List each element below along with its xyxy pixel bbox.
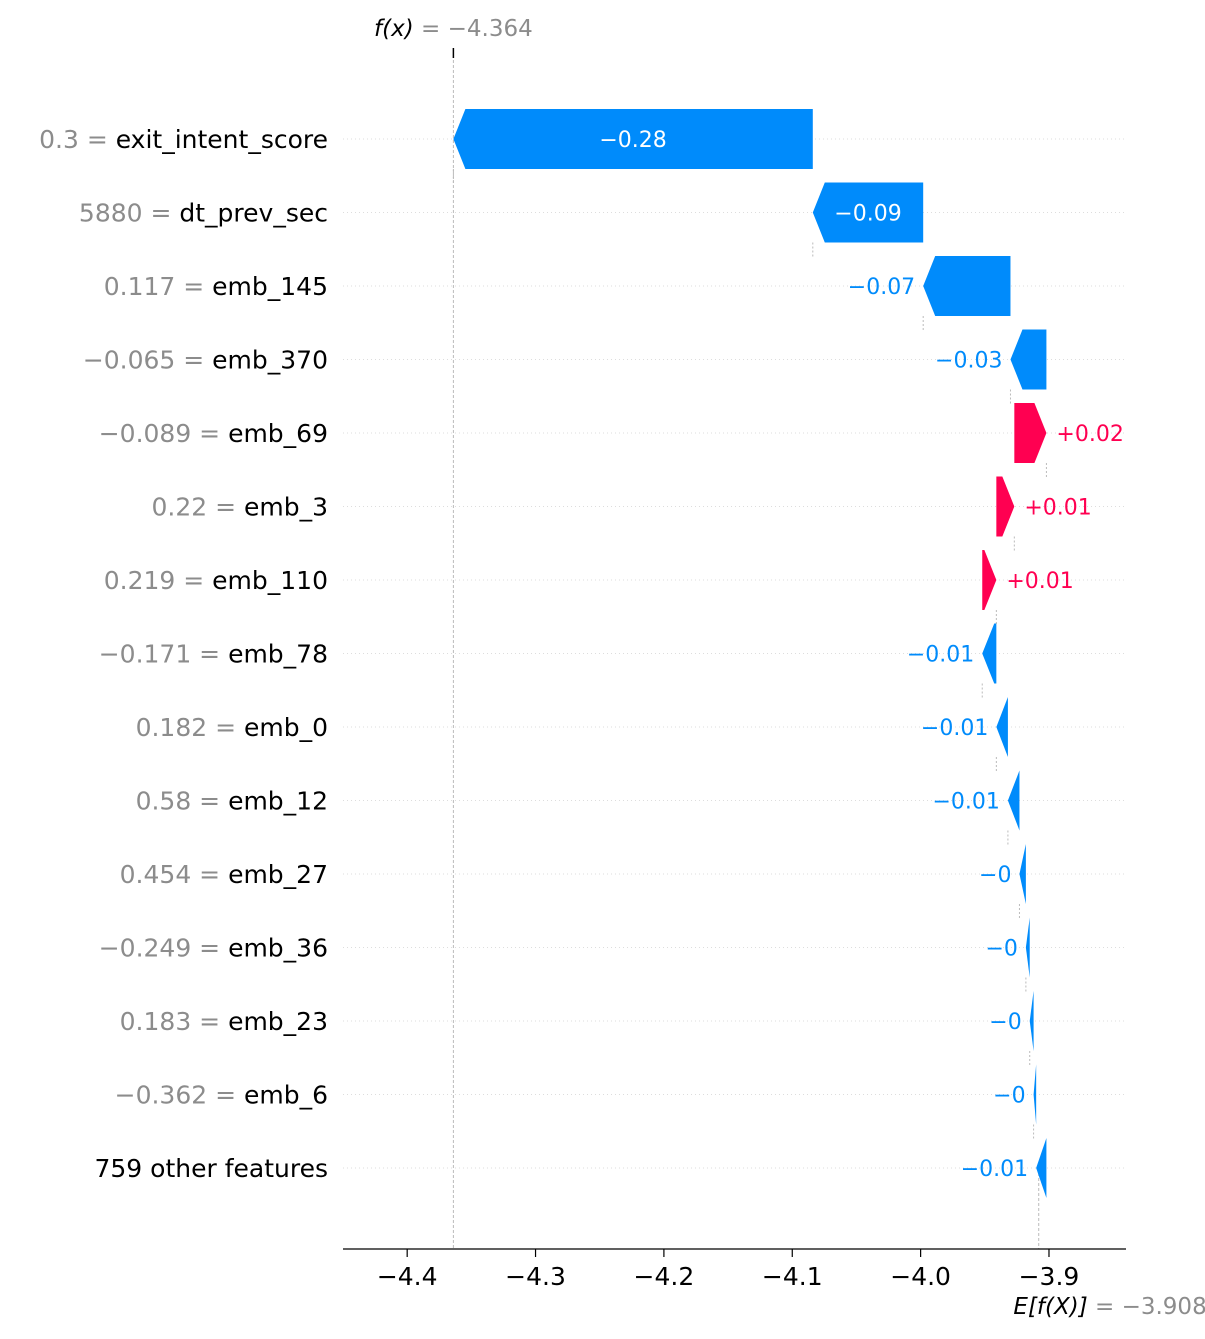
feature-label: −0.089 = emb_69 (99, 419, 328, 448)
x-tick-label: −4.4 (377, 1262, 438, 1291)
feature-label: 0.58 = emb_12 (136, 787, 328, 816)
header-layer: f(x) = −4.364 E[f(X)] = −3.908 (374, 16, 1205, 1320)
feature-value: 0.454 = (120, 860, 228, 889)
x-tick-label: −4.3 (505, 1262, 566, 1291)
x-tick-label: −4.1 (762, 1262, 823, 1291)
feature-label: 0.182 = emb_0 (136, 713, 328, 742)
x-axis: −4.4 −4.3 −4.2 −4.1 −4.0 −3.9 (343, 1248, 1126, 1291)
feature-label: −0.249 = emb_36 (99, 934, 328, 963)
waterfall-bar (1029, 991, 1034, 1051)
base-value-label: E[f(X)] = −3.908 (1013, 1294, 1205, 1320)
feature-name: emb_78 (228, 640, 328, 669)
waterfall-bar (1019, 844, 1026, 904)
feature-label: 0.117 = emb_145 (104, 272, 328, 301)
x-tick-label: −4.2 (634, 1262, 695, 1291)
feature-value: 0.182 = (136, 713, 244, 742)
feature-label: 0.454 = emb_27 (120, 860, 328, 889)
feature-label: 0.183 = emb_23 (120, 1007, 328, 1036)
waterfall-bar (1025, 917, 1030, 978)
base-value: = −3.908 (1088, 1294, 1205, 1320)
feature-value: 0.58 = (136, 787, 229, 816)
feature-label: 0.219 = emb_110 (104, 566, 328, 595)
x-tick-label: −4.0 (890, 1262, 951, 1291)
bar-value-label: −0 (989, 1010, 1021, 1035)
waterfall-bar (1033, 1064, 1037, 1125)
feature-label: 0.3 = exit_intent_score (39, 125, 328, 154)
feature-value: 0.117 = (104, 272, 212, 301)
feature-value: −0.171 = (99, 640, 228, 669)
waterfall-bar (453, 109, 813, 169)
feature-value: −0.362 = (115, 1081, 244, 1110)
fx-label: f(x) = −4.364 (374, 16, 533, 42)
bar-value-label: −0 (979, 863, 1011, 888)
feature-value: 5880 = (79, 199, 179, 228)
feature-name: emb_6 (244, 1081, 328, 1110)
feature-value: 0.22 = (151, 493, 244, 522)
feature-value: 0.183 = (120, 1007, 228, 1036)
bar-value-label: −0.01 (932, 790, 999, 815)
feature-name: emb_23 (228, 1007, 328, 1036)
feature-value: 0.219 = (104, 566, 212, 595)
feature-name: emb_12 (228, 787, 328, 816)
feature-name: emb_0 (244, 713, 328, 742)
bar-value-label: +0.01 (1006, 569, 1073, 594)
feature-name: emb_27 (228, 860, 328, 889)
feature-value: 0.3 = (39, 125, 116, 154)
feature-value: −0.065 = (83, 346, 212, 375)
guide-layer (452, 48, 1047, 1249)
bar-value-label: −0 (993, 1084, 1025, 1109)
waterfall-bar (982, 550, 997, 610)
bar-value-label: −0 (985, 937, 1017, 962)
bar-value-label: −0.09 (834, 202, 901, 227)
waterfall-bar (996, 476, 1015, 537)
bar-value-label: −0.01 (961, 1157, 1028, 1182)
feature-value: −0.249 = (99, 934, 228, 963)
waterfall-bar (1036, 1138, 1047, 1198)
feature-name: emb_3 (244, 493, 328, 522)
label-layer: −0.28 0.3 = exit_intent_score −0.09 5880 = … (39, 125, 1124, 1183)
waterfall-bar (982, 623, 997, 684)
feature-label: −0.171 = emb_78 (99, 640, 328, 669)
x-tick-label: −3.9 (1019, 1262, 1080, 1291)
waterfall-bar (1007, 770, 1020, 831)
waterfall-bar (1014, 403, 1047, 463)
waterfall-bar (996, 697, 1008, 757)
feature-label: 0.22 = emb_3 (151, 493, 328, 522)
bar-value-label: −0.03 (935, 349, 1002, 374)
feature-label: 759 other features (95, 1154, 329, 1183)
feature-name: emb_145 (212, 272, 328, 301)
fx-name: f(x) (374, 16, 414, 42)
waterfall-bar (1010, 329, 1047, 390)
bar-layer (453, 109, 1047, 1198)
bar-value-label: +0.01 (1024, 496, 1091, 521)
feature-name: emb_36 (228, 934, 328, 963)
feature-name: 759 other features (95, 1154, 329, 1183)
feature-name: emb_110 (212, 566, 328, 595)
feature-label: 5880 = dt_prev_sec (79, 199, 328, 228)
waterfall-bar (923, 256, 1011, 316)
feature-name: exit_intent_score (116, 125, 328, 154)
feature-name: emb_69 (228, 419, 328, 448)
fx-value: = −4.364 (414, 16, 533, 42)
bar-value-label: −0.01 (907, 643, 974, 668)
waterfall-bar (812, 182, 924, 243)
bar-value-label: −0.01 (921, 716, 988, 741)
feature-label: −0.362 = emb_6 (115, 1081, 328, 1110)
feature-label: −0.065 = emb_370 (83, 346, 328, 375)
base-name: E[f(X)] (1013, 1294, 1087, 1320)
feature-name: emb_370 (212, 346, 328, 375)
feature-name: dt_prev_sec (179, 199, 328, 228)
bar-value-label: −0.28 (599, 128, 666, 153)
bar-value-label: +0.02 (1056, 422, 1123, 447)
feature-value: −0.089 = (99, 419, 228, 448)
bar-value-label: −0.07 (848, 275, 915, 300)
